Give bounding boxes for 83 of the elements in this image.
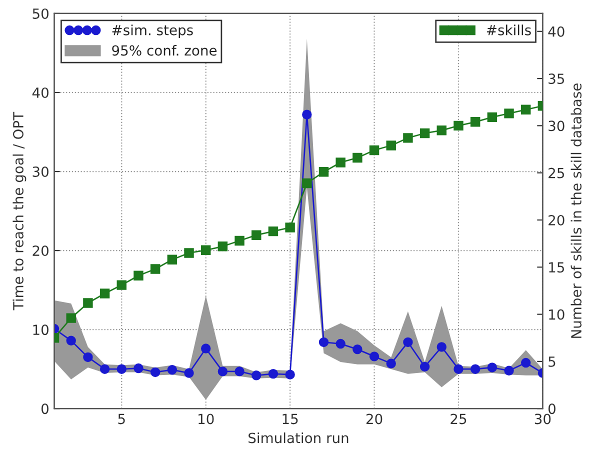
- point: [66, 336, 76, 346]
- point: [218, 242, 228, 252]
- point: [200, 245, 211, 256]
- point: [285, 370, 295, 380]
- point: [318, 337, 329, 348]
- point: [184, 368, 194, 378]
- point: [470, 117, 480, 127]
- point: [252, 370, 262, 380]
- x-tick-label: 25: [450, 414, 466, 424]
- point: [150, 264, 160, 274]
- point: [134, 270, 144, 280]
- point: [150, 367, 160, 378]
- point: [167, 254, 178, 264]
- point: [352, 344, 362, 354]
- point: [285, 222, 295, 232]
- y-tick-label: 20: [32, 246, 48, 256]
- y-tick-label: 40: [32, 87, 48, 98]
- y2-tick-label: 15: [549, 262, 564, 273]
- point: [403, 337, 413, 348]
- point: [268, 226, 278, 236]
- point: [454, 364, 464, 374]
- point: [100, 288, 110, 298]
- point: [83, 298, 93, 308]
- point: [268, 368, 278, 379]
- x-tick-label: 20: [366, 414, 382, 424]
- y-tick-label: 0: [41, 404, 48, 414]
- y2-tick-label: 5: [548, 356, 556, 367]
- point: [66, 313, 76, 323]
- point: [116, 364, 126, 374]
- point: [336, 338, 346, 349]
- point: [487, 112, 498, 122]
- point: [386, 358, 396, 368]
- point: [504, 366, 514, 376]
- point: [436, 342, 447, 352]
- y2-tick-label: 25: [548, 168, 564, 178]
- point: [386, 140, 396, 150]
- point: [318, 167, 329, 177]
- point: [520, 358, 531, 368]
- y2-tick-label: 35: [548, 74, 564, 84]
- x-tick-label: 10: [198, 414, 214, 424]
- point: [520, 104, 531, 115]
- point: [436, 126, 447, 136]
- point: [302, 178, 312, 188]
- y2-tick-label: 0: [548, 404, 556, 414]
- point: [369, 352, 380, 362]
- point: [302, 110, 312, 120]
- x-axis-title: Simulation run: [248, 432, 348, 444]
- x-tick-label: 15: [282, 414, 298, 424]
- point: [487, 362, 498, 372]
- y-axis-title: Time to reach the goal / OPT: [12, 112, 26, 310]
- y-tick-label: 30: [32, 166, 48, 177]
- annotation: 95% conf. zone: [112, 44, 217, 56]
- point: [470, 364, 480, 374]
- point: [369, 145, 380, 156]
- point: [83, 352, 93, 362]
- x-tick-label: 30: [534, 414, 551, 424]
- legend-label: #skills: [486, 24, 531, 36]
- y2-tick-label: 40: [548, 26, 564, 37]
- x-tick-label: 5: [118, 414, 125, 424]
- point: [420, 362, 430, 372]
- y2-axis-title: Number of skills in the skill database: [570, 84, 582, 338]
- point: [200, 344, 211, 354]
- point: [218, 366, 228, 376]
- point: [352, 152, 362, 163]
- y2-tick-label: 30: [548, 120, 564, 132]
- y2-tick-label: 20: [548, 214, 564, 226]
- point: [504, 108, 514, 118]
- point: [184, 248, 194, 258]
- point: [100, 364, 110, 374]
- point: [336, 158, 346, 168]
- y-tick-label: 10: [33, 324, 48, 336]
- point: [420, 128, 430, 138]
- point: [234, 366, 244, 376]
- point: [116, 280, 126, 290]
- legend-label: #sim. steps: [112, 24, 193, 38]
- y-tick-label: 50: [32, 8, 48, 19]
- point: [252, 230, 262, 240]
- point: [167, 365, 178, 375]
- point: [454, 120, 464, 131]
- point: [134, 363, 144, 374]
- point: [403, 133, 413, 143]
- y2-tick-label: 10: [549, 309, 564, 320]
- point: [234, 236, 244, 246]
